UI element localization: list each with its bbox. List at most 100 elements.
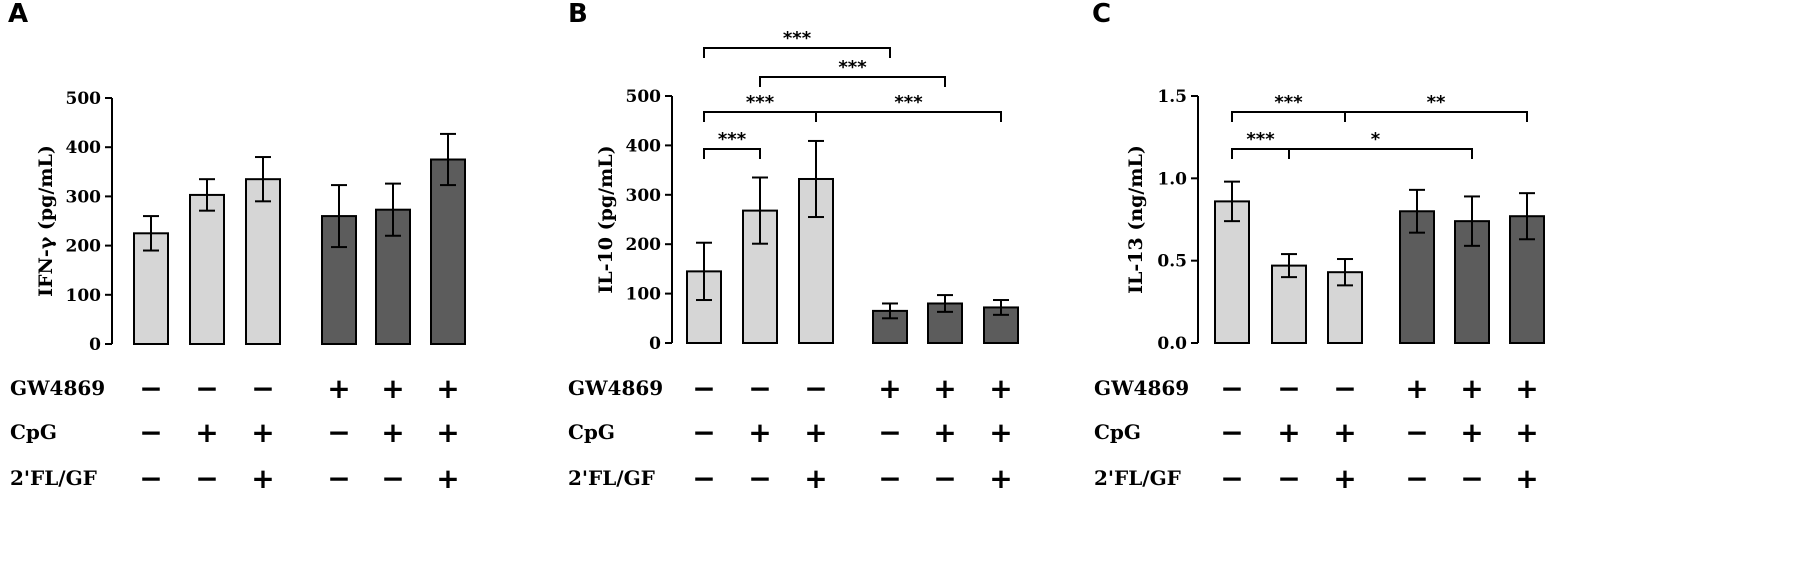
treatment-symbol: − <box>933 462 956 495</box>
chart-panel-c: C0.00.51.01.5IL-13 (ng/mL)*** ***** *GW486… <box>1092 0 1545 495</box>
treatment-symbol: + <box>251 416 274 449</box>
treatment-symbol: − <box>251 372 274 405</box>
y-tick-label: 0 <box>649 334 661 354</box>
significance-label: *** <box>1274 92 1303 113</box>
significance-label: ** <box>1427 92 1446 113</box>
treatment-symbol: − <box>878 416 901 449</box>
treatment-symbol: + <box>1515 462 1538 495</box>
y-tick-label: 1.0 <box>1157 169 1187 189</box>
treatment-symbol: − <box>804 372 827 405</box>
bar <box>133 232 169 345</box>
y-tick-label: 100 <box>626 285 662 305</box>
treatment-symbol: + <box>381 416 404 449</box>
treatment-symbol: − <box>1277 372 1300 405</box>
treatment-symbol: + <box>1515 416 1538 449</box>
treatment-symbol: + <box>933 416 956 449</box>
treatment-symbol: + <box>989 462 1012 495</box>
significance-bracket <box>1231 148 1290 159</box>
significance-bracket <box>1231 111 1346 122</box>
treatment-symbol: − <box>1220 462 1243 495</box>
significance-bracket <box>1288 148 1473 159</box>
treatment-symbol: + <box>1460 372 1483 405</box>
treatment-symbol: − <box>139 416 162 449</box>
bar <box>1271 264 1307 344</box>
significance-bracket <box>703 148 761 159</box>
significance-label: *** <box>838 57 867 78</box>
treatment-symbol: + <box>804 416 827 449</box>
treatment-symbol: − <box>1220 416 1243 449</box>
bar <box>245 178 281 345</box>
panel-letter: C <box>1092 0 1111 29</box>
y-axis-label: IFN-γ (pg/mL) <box>35 145 57 297</box>
treatment-symbol: − <box>692 372 715 405</box>
treatment-row-label: 2'FL/GF <box>10 466 97 490</box>
treatment-symbol: + <box>381 372 404 405</box>
significance-bracket <box>1344 111 1528 122</box>
chart-panel-b: B 0 100 200 300 400 500 IL-10 (pg/mL) *** *** *** *… <box>568 0 1019 495</box>
treatment-symbol: − <box>195 462 218 495</box>
y-tick-label: 500 <box>626 87 662 107</box>
y-tick-label: 0.0 <box>1157 334 1187 354</box>
significance-label: *** <box>1246 129 1275 150</box>
significance-bracket <box>815 111 1002 122</box>
y-tick-label: 300 <box>626 186 662 206</box>
y-tick-label: 500 <box>66 89 102 109</box>
y-tick-label: 400 <box>626 136 662 156</box>
significance-label: * <box>1371 129 1381 150</box>
significance-bracket <box>703 111 817 122</box>
treatment-symbol: + <box>251 462 274 495</box>
y-tick-label: 300 <box>66 187 102 207</box>
treatment-symbol: + <box>933 372 956 405</box>
treatment-symbol: + <box>436 372 459 405</box>
treatment-symbol: − <box>748 372 771 405</box>
treatment-symbol: + <box>989 372 1012 405</box>
y-tick-label: 0 <box>89 335 101 355</box>
treatment-symbol: − <box>878 462 901 495</box>
treatment-symbol: − <box>327 462 350 495</box>
y-tick-label: 200 <box>66 237 102 257</box>
treatment-symbol: − <box>1460 462 1483 495</box>
treatment-symbol: − <box>139 462 162 495</box>
treatment-symbol: − <box>327 416 350 449</box>
treatment-symbol: − <box>1220 372 1243 405</box>
treatment-row-label: GW4869 <box>10 376 105 400</box>
treatment-symbol: + <box>1333 462 1356 495</box>
treatment-symbol: − <box>748 462 771 495</box>
treatment-symbol: − <box>1405 462 1428 495</box>
y-axis-label: IL-10 (pg/mL) <box>595 145 617 293</box>
treatment-symbol: + <box>1405 372 1428 405</box>
treatment-symbol: + <box>1277 416 1300 449</box>
bar <box>430 158 466 345</box>
treatment-symbol: + <box>748 416 771 449</box>
treatment-row-label: CpG <box>10 420 57 444</box>
treatment-symbol: − <box>692 416 715 449</box>
treatment-symbol: + <box>989 416 1012 449</box>
treatment-symbol: + <box>878 372 901 405</box>
significance-label: *** <box>718 129 747 150</box>
treatment-symbol: + <box>195 416 218 449</box>
treatment-symbol: − <box>381 462 404 495</box>
treatment-symbol: + <box>1515 372 1538 405</box>
treatment-row-label: 2'FL/GF <box>1094 466 1181 490</box>
significance-label: *** <box>783 28 812 49</box>
treatment-symbol: + <box>1333 416 1356 449</box>
significance-label: *** <box>894 92 923 113</box>
significance-bracket <box>759 76 946 87</box>
significance-label: *** <box>746 92 775 113</box>
bar <box>189 193 225 345</box>
treatment-symbol: − <box>1333 372 1356 405</box>
y-tick-label: 200 <box>626 235 662 255</box>
significance-bracket <box>703 47 891 58</box>
treatment-symbol: − <box>692 462 715 495</box>
y-tick-label: 1.5 <box>1157 87 1187 107</box>
treatment-symbol: + <box>804 462 827 495</box>
treatment-symbol: + <box>436 416 459 449</box>
y-tick-label: 100 <box>66 286 102 306</box>
y-tick-label: 0.5 <box>1157 252 1187 272</box>
panel-letter: A <box>8 0 28 29</box>
treatment-row-label: 2'FL/GF <box>568 466 655 490</box>
treatment-row-label: GW4869 <box>568 376 663 400</box>
treatment-symbol: + <box>1460 416 1483 449</box>
